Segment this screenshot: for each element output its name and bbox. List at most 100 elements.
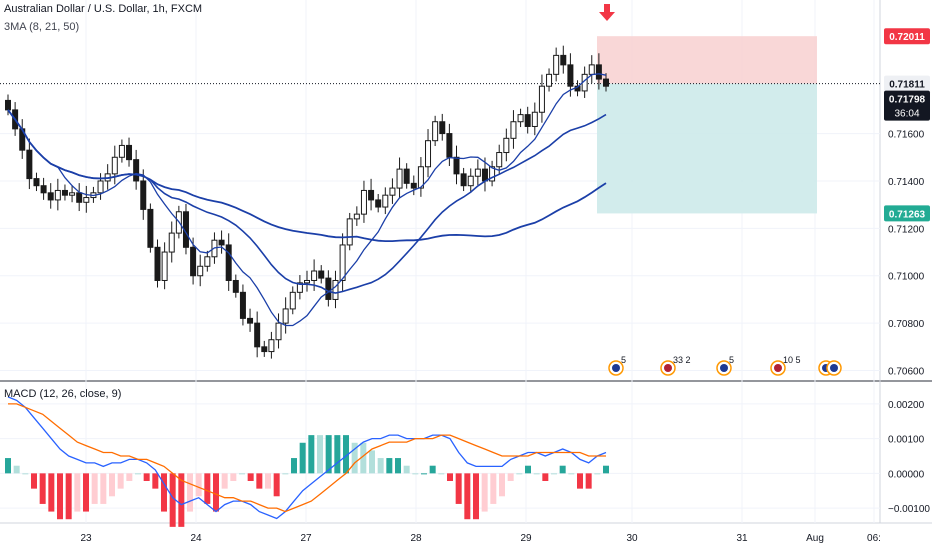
- macd-histogram-bar: [48, 473, 55, 512]
- stop-price-label: 0.72011: [889, 32, 925, 43]
- macd-histogram-bar: [213, 473, 219, 512]
- moving-average-ma-8: [7, 73, 607, 327]
- candle-body: [311, 270, 318, 281]
- macd-histogram-bar: [83, 473, 89, 512]
- flag-fill: [664, 364, 672, 372]
- candle-body: [225, 244, 232, 281]
- candle-body: [481, 168, 488, 182]
- macd-histogram-bar: [221, 473, 228, 489]
- flag-fill: [612, 364, 620, 372]
- candle-body: [33, 178, 40, 187]
- stop-loss-zone: [597, 36, 817, 84]
- candle-body: [54, 189, 61, 201]
- candle-body: [432, 121, 439, 142]
- macd-histogram-bar: [57, 473, 63, 520]
- macd-histogram-bar: [499, 473, 505, 497]
- macd-histogram-bar: [265, 473, 271, 489]
- candle-body: [5, 99, 11, 111]
- candle-body: [489, 166, 496, 182]
- macd-histogram-bar: [65, 473, 72, 520]
- macd-histogram-bar: [585, 473, 592, 489]
- macd-histogram-bar: [542, 473, 549, 481]
- candle-body: [474, 168, 481, 177]
- candle-body: [218, 239, 225, 246]
- time-tick-label: 29: [520, 533, 532, 544]
- candle-body: [296, 282, 303, 293]
- candle-body: [453, 156, 460, 175]
- macd-histogram-bar: [247, 473, 254, 481]
- macd-histogram-bar: [239, 473, 245, 475]
- candle-body: [603, 78, 609, 87]
- candle-body: [353, 213, 360, 220]
- candle-body: [118, 144, 125, 158]
- candle-body: [47, 192, 54, 201]
- candle-body: [339, 244, 346, 281]
- macd-tick-label: 0.00000: [888, 469, 925, 480]
- time-tick-label: 24: [190, 533, 202, 544]
- candle-body: [111, 156, 118, 175]
- macd-histogram-bar: [577, 473, 583, 489]
- candle-body: [168, 232, 175, 253]
- candle-body: [275, 322, 282, 341]
- entry-price-label-bg: [884, 75, 930, 92]
- macd-histogram-bar: [169, 473, 176, 527]
- macd-histogram-bar: [299, 442, 306, 474]
- countdown-label: 36:04: [894, 109, 919, 120]
- flag-fill: [774, 364, 782, 372]
- candle-body: [268, 339, 275, 353]
- macd-histogram-bar: [282, 473, 289, 475]
- candle-body: [382, 194, 389, 208]
- macd-histogram-bar: [100, 473, 107, 504]
- candle-body: [140, 180, 147, 210]
- candle-body: [588, 64, 595, 75]
- candle-body: [546, 73, 553, 87]
- macd-histogram-bar: [256, 473, 263, 489]
- candle-body: [83, 197, 90, 203]
- candle-body: [304, 279, 310, 284]
- time-tick-label: Aug: [806, 533, 824, 544]
- macd-line: [7, 396, 607, 520]
- macd-histogram-bar: [325, 435, 332, 474]
- candle-body: [510, 121, 517, 139]
- candle-body: [254, 322, 261, 348]
- macd-histogram-bar: [178, 473, 185, 527]
- candle-body: [346, 218, 353, 246]
- macd-histogram-bar: [464, 473, 471, 520]
- candle-body: [239, 291, 246, 319]
- candle-body: [197, 265, 204, 277]
- candle-body: [567, 64, 574, 87]
- last-price-label-bg: [884, 90, 930, 121]
- macd-histogram-bar: [438, 473, 445, 475]
- candle-body: [154, 246, 161, 281]
- macd-histogram-bar: [308, 435, 315, 474]
- candle-body: [538, 85, 545, 113]
- candle-body: [318, 270, 325, 279]
- candle-body: [531, 111, 538, 127]
- macd-tick-label: −0.00100: [888, 504, 930, 515]
- macd-histogram-bar: [525, 465, 531, 474]
- candle-body: [403, 168, 410, 184]
- candle-body: [190, 246, 197, 277]
- candle-body: [232, 279, 239, 293]
- macd-histogram-bar: [91, 473, 98, 504]
- sell-signal-arrow: [599, 4, 615, 21]
- macd-histogram-bar: [31, 473, 37, 489]
- entry-price-label: 0.71811: [889, 80, 925, 91]
- price-tick-label: 0.71600: [888, 130, 925, 141]
- macd-tick-label: 0.00100: [888, 435, 925, 446]
- candle-body: [417, 166, 424, 189]
- candle-body: [439, 121, 446, 135]
- macd-histogram-bar: [13, 465, 20, 474]
- macd-histogram-bar: [22, 473, 29, 475]
- candle-body: [496, 152, 503, 168]
- event-count: 5: [621, 355, 626, 365]
- macd-histogram-bar: [109, 473, 115, 497]
- macd-histogram-bar: [74, 473, 81, 512]
- macd-histogram-bar: [369, 450, 375, 474]
- candle-body: [97, 180, 104, 194]
- candle-body: [460, 173, 467, 187]
- macd-histogram-bar: [143, 473, 150, 481]
- macd-histogram-bar: [421, 473, 427, 475]
- take-profit-zone: [597, 83, 817, 214]
